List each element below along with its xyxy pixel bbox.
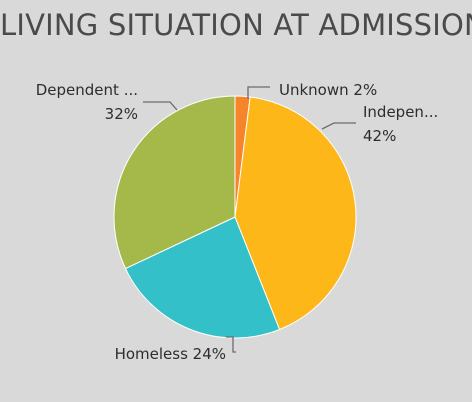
leader-line-homeless xyxy=(226,336,236,353)
slice-labels: Unknown 2% Indepen... 42% Homeless 24% Depen… xyxy=(36,81,439,363)
slice-label-dependent-name: Dependent ... xyxy=(36,81,138,99)
pie-slice-independent[interactable] xyxy=(234,96,357,331)
pie-slices xyxy=(113,95,357,339)
pie-slice-dependent[interactable] xyxy=(113,95,236,270)
leader-line-independent xyxy=(321,122,356,130)
leader-line-dependent xyxy=(143,101,178,111)
leader-lines xyxy=(143,86,356,353)
slice-label-unknown: Unknown 2% xyxy=(279,81,377,99)
leader-line-unknown xyxy=(247,86,270,99)
pie-slice-homeless[interactable] xyxy=(124,216,281,339)
slice-label-dependent-percent: 32% xyxy=(105,105,138,123)
chart-title: LIVING SITUATION AT ADMISSION xyxy=(0,8,472,42)
slice-label-homeless: Homeless 24% xyxy=(115,345,226,363)
slice-label-independent-percent: 42% xyxy=(363,127,396,145)
slice-label-independent-name: Indepen... xyxy=(363,103,438,121)
